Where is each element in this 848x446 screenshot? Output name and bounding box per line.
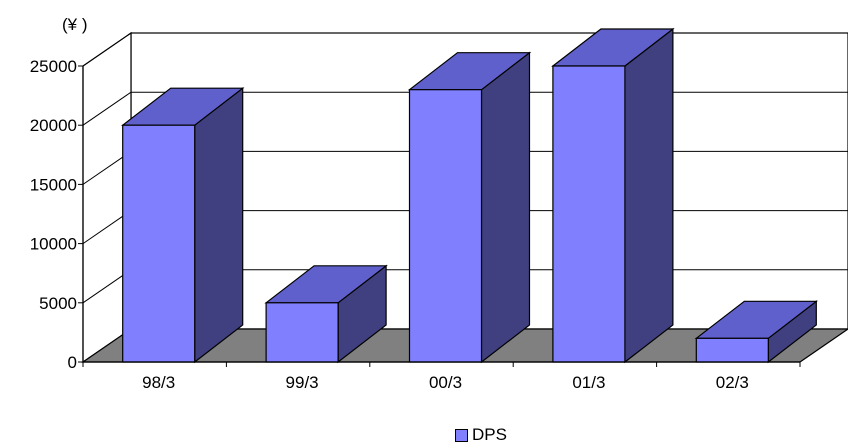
y-tick-label: 10000 — [30, 235, 77, 254]
bar — [551, 27, 675, 364]
x-tick-label: 00/3 — [429, 373, 462, 392]
bar-front — [408, 89, 483, 363]
bar — [407, 51, 532, 364]
x-tick-label: 01/3 — [572, 373, 605, 392]
y-tick-label: 25000 — [30, 57, 77, 76]
gridline-side — [82, 91, 132, 126]
y-axis: 0 5000 10000 15000 20000 25000 — [30, 57, 84, 372]
bar — [120, 86, 245, 364]
y-axis-label: (¥ ) — [62, 15, 88, 34]
bar — [264, 264, 388, 364]
gridline-side — [82, 32, 132, 67]
bar-side — [480, 51, 531, 364]
legend: DPS — [455, 425, 507, 445]
bars — [120, 27, 819, 364]
legend-swatch — [455, 428, 468, 442]
y-tick-label: 5000 — [39, 294, 77, 313]
bar — [694, 300, 819, 364]
bar-side — [624, 27, 674, 364]
bar-front — [695, 337, 769, 363]
x-tick-label: 99/3 — [286, 373, 319, 392]
y-tick-label: 20000 — [30, 116, 77, 135]
legend-label: DPS — [472, 425, 507, 444]
bar-front — [265, 302, 339, 363]
y-tick-label: 0 — [68, 353, 77, 372]
x-tick-label: 98/3 — [142, 373, 175, 392]
y-tick-label: 15000 — [30, 175, 77, 194]
bar-side — [194, 86, 244, 364]
bar-front — [122, 124, 196, 363]
x-axis: 98/3 99/3 00/3 01/3 02/3 — [82, 361, 801, 392]
x-tick-label: 02/3 — [716, 373, 749, 392]
bar-front — [552, 65, 626, 363]
